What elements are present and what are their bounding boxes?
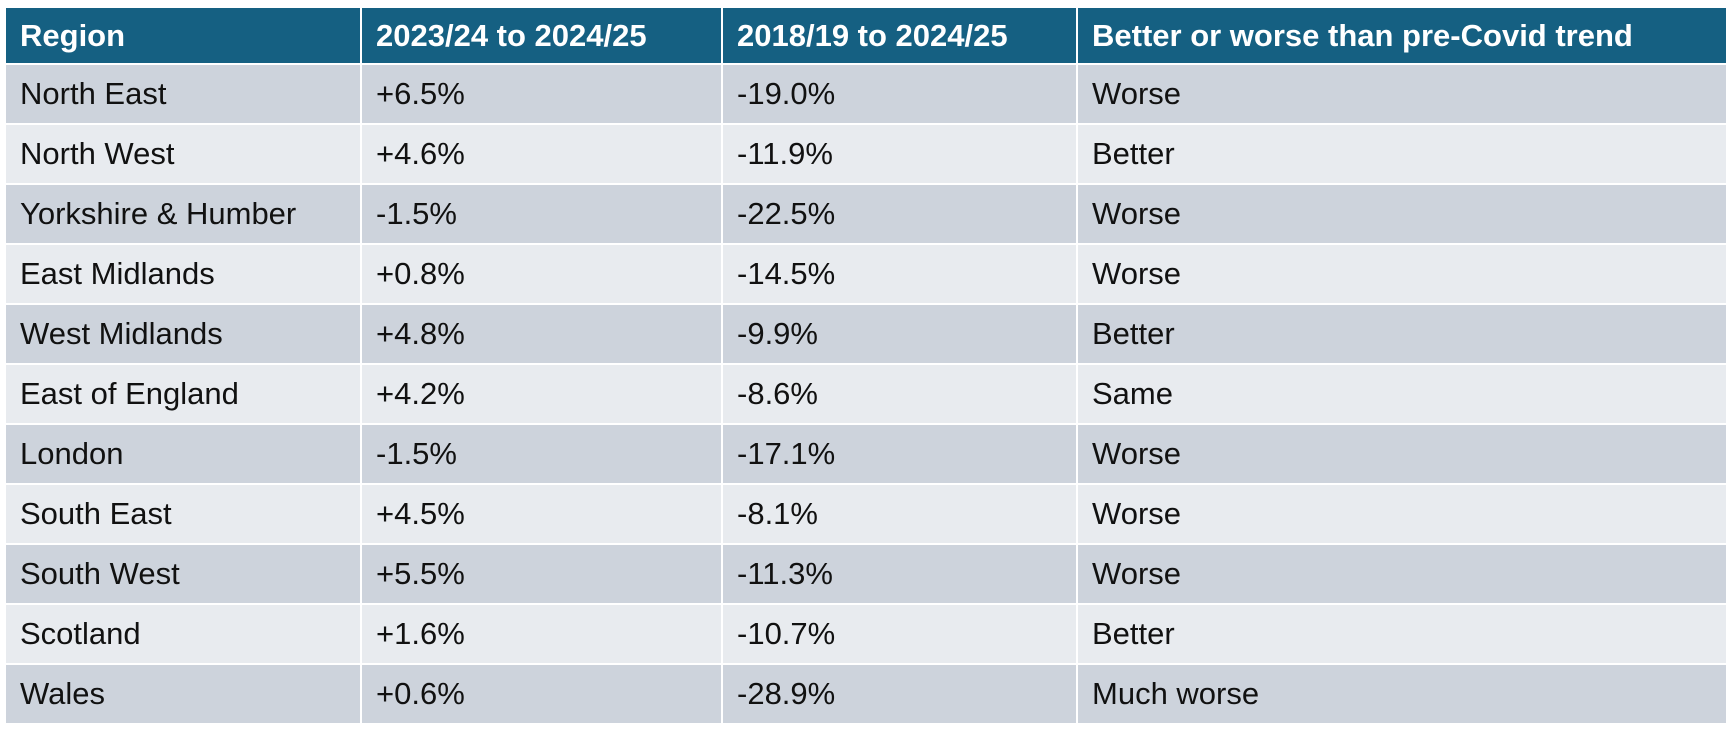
- table-cell: -1.5%: [360, 423, 723, 485]
- table-row: East of England +4.2% -8.6% Same: [4, 363, 1728, 425]
- table-cell: South West: [4, 543, 362, 605]
- table-cell: -11.9%: [721, 123, 1078, 185]
- data-table: Region 2023/24 to 2024/25 2018/19 to 2024/…: [4, 6, 1728, 725]
- table-cell: Worse: [1076, 183, 1728, 245]
- table-row: London -1.5% -17.1% Worse: [4, 423, 1728, 485]
- table-cell: +1.6%: [360, 603, 723, 665]
- table-row: North East +6.5% -19.0% Worse: [4, 63, 1728, 125]
- table-header: Region 2023/24 to 2024/25 2018/19 to 2024/…: [4, 6, 1728, 65]
- table-cell: West Midlands: [4, 303, 362, 365]
- table-cell: Worse: [1076, 483, 1728, 545]
- table-row: Scotland +1.6% -10.7% Better: [4, 603, 1728, 665]
- table-cell: -9.9%: [721, 303, 1078, 365]
- table-cell: -28.9%: [721, 663, 1078, 725]
- table-body: North East +6.5% -19.0% Worse North West +4.6…: [4, 63, 1728, 725]
- table-cell: Better: [1076, 603, 1728, 665]
- table-cell: +4.6%: [360, 123, 723, 185]
- table-cell: Yorkshire & Humber: [4, 183, 362, 245]
- table-row: East Midlands +0.8% -14.5% Worse: [4, 243, 1728, 305]
- table-cell: +6.5%: [360, 63, 723, 125]
- table-cell: East Midlands: [4, 243, 362, 305]
- table-cell: +0.8%: [360, 243, 723, 305]
- table-cell: Better: [1076, 123, 1728, 185]
- table-row: South West +5.5% -11.3% Worse: [4, 543, 1728, 605]
- table-cell: -1.5%: [360, 183, 723, 245]
- table-cell: Wales: [4, 663, 362, 725]
- header-cell: 2023/24 to 2024/25: [360, 6, 723, 65]
- table-cell: -10.7%: [721, 603, 1078, 665]
- table-cell: Worse: [1076, 63, 1728, 125]
- table-cell: -8.6%: [721, 363, 1078, 425]
- table-cell: -22.5%: [721, 183, 1078, 245]
- table-cell: +4.5%: [360, 483, 723, 545]
- header-cell: Region: [4, 6, 362, 65]
- table-cell: -11.3%: [721, 543, 1078, 605]
- header-cell: Better or worse than pre-Covid trend: [1076, 6, 1728, 65]
- table-cell: East of England: [4, 363, 362, 425]
- header-row: Region 2023/24 to 2024/25 2018/19 to 2024/…: [4, 6, 1728, 65]
- table-cell: London: [4, 423, 362, 485]
- table-cell: +4.8%: [360, 303, 723, 365]
- table-row: North West +4.6% -11.9% Better: [4, 123, 1728, 185]
- table-cell: North East: [4, 63, 362, 125]
- table-cell: North West: [4, 123, 362, 185]
- table-row: Yorkshire & Humber -1.5% -22.5% Worse: [4, 183, 1728, 245]
- table-cell: Worse: [1076, 243, 1728, 305]
- table-cell: -8.1%: [721, 483, 1078, 545]
- table-cell: +4.2%: [360, 363, 723, 425]
- table-cell: Scotland: [4, 603, 362, 665]
- table-row: West Midlands +4.8% -9.9% Better: [4, 303, 1728, 365]
- table-cell: Same: [1076, 363, 1728, 425]
- table-cell: Better: [1076, 303, 1728, 365]
- header-cell: 2018/19 to 2024/25: [721, 6, 1078, 65]
- table-cell: Much worse: [1076, 663, 1728, 725]
- table-cell: +5.5%: [360, 543, 723, 605]
- table-cell: +0.6%: [360, 663, 723, 725]
- table-row: Wales +0.6% -28.9% Much worse: [4, 663, 1728, 725]
- table-cell: Worse: [1076, 543, 1728, 605]
- table-cell: Worse: [1076, 423, 1728, 485]
- table-cell: -17.1%: [721, 423, 1078, 485]
- table-cell: South East: [4, 483, 362, 545]
- table-cell: -14.5%: [721, 243, 1078, 305]
- table-cell: -19.0%: [721, 63, 1078, 125]
- table-row: South East +4.5% -8.1% Worse: [4, 483, 1728, 545]
